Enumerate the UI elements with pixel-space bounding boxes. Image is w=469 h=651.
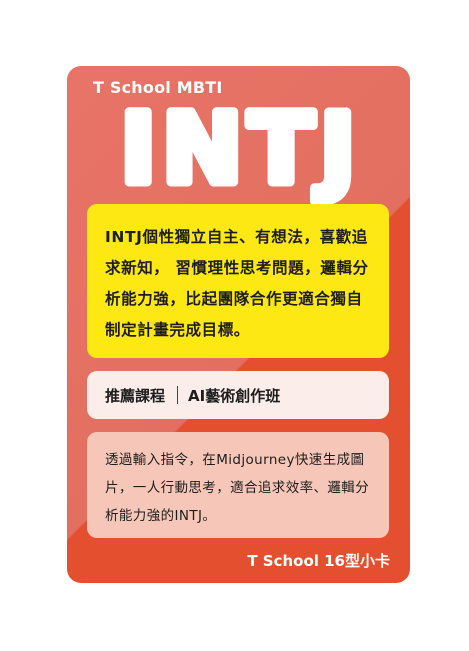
note-box: 透過輸入指令，在Midjourney快速生成圖片，一人行動思考，適合追求效率、邏… [87,432,389,538]
course-divider [177,386,179,404]
course-label: 推薦課程 [105,386,166,405]
type-title: INTJ [81,89,401,210]
type-title-text: INTJ [120,94,361,204]
course-name: AI藝術創作班 [188,386,281,405]
course-box: 推薦課程 AI藝術創作班 [87,371,389,419]
description-text: INTJ個性獨立自主、有想法，喜歡追求新知， 習慣理性思考問題，邏輯分析能力強，… [105,228,369,339]
brand-top-label: T School MBTI [93,78,223,97]
type-title-graphic: INTJ [116,89,361,210]
brand-bottom-label: T School 16型小卡 [247,552,390,570]
mbti-card: T School MBTI INTJ INTJ個性獨立自主、有想法，喜歡追求新知… [67,66,410,583]
description-box: INTJ個性獨立自主、有想法，喜歡追求新知， 習慣理性思考問題，邏輯分析能力強，… [87,204,389,358]
note-text: 透過輸入指令，在Midjourney快速生成圖片，一人行動思考，適合追求效率、邏… [105,452,370,524]
